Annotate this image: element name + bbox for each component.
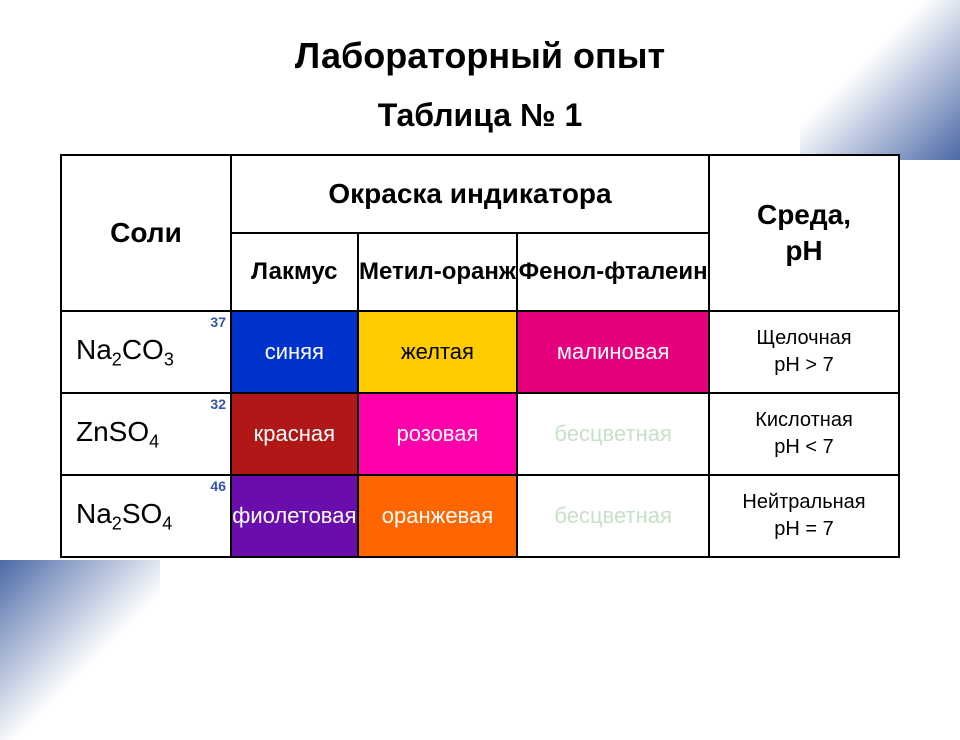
salt-badge: 37: [210, 314, 226, 330]
decorative-corner-bottom-left: [0, 560, 160, 740]
header-environment: Среда,pH: [709, 155, 899, 311]
methyl-cell: желтая: [358, 311, 518, 393]
slide-content: Лабораторный опыт Таблица № 1 Соли Окрас…: [0, 0, 960, 558]
methyl-cell: розовая: [358, 393, 518, 475]
header-methyl: Метил-оранж: [358, 233, 518, 311]
phenol-cell: бесцветная: [517, 475, 709, 557]
phenol-cell: малиновая: [517, 311, 709, 393]
table-row: Na2CO337синяяжелтаямалиноваяЩелочнаяpH >…: [61, 311, 899, 393]
salt-badge: 46: [210, 478, 226, 494]
header-indicator: Окраска индикатора: [231, 155, 709, 233]
table-caption: Таблица № 1: [60, 97, 900, 134]
header-salts: Соли: [61, 155, 231, 311]
salt-badge: 32: [210, 396, 226, 412]
table-row: ZnSO432краснаярозоваябесцветнаяКислотная…: [61, 393, 899, 475]
salt-formula: Na2SO446: [61, 475, 231, 557]
environment-cell: КислотнаяpH < 7: [709, 393, 899, 475]
methyl-cell: оранжевая: [358, 475, 518, 557]
page-title: Лабораторный опыт: [60, 35, 900, 77]
header-litmus: Лакмус: [231, 233, 358, 311]
phenol-cell: бесцветная: [517, 393, 709, 475]
table-row: Na2SO446фиолетоваяоранжеваябесцветнаяНей…: [61, 475, 899, 557]
salt-formula: Na2CO337: [61, 311, 231, 393]
salt-formula: ZnSO432: [61, 393, 231, 475]
litmus-cell: красная: [231, 393, 358, 475]
environment-cell: НейтральнаяpH = 7: [709, 475, 899, 557]
header-phenol: Фенол-фталеин: [517, 233, 709, 311]
litmus-cell: синяя: [231, 311, 358, 393]
environment-cell: ЩелочнаяpH > 7: [709, 311, 899, 393]
indicator-table: Соли Окраска индикатора Среда,pH Лакмус …: [60, 154, 900, 558]
table-body: Na2CO337синяяжелтаямалиноваяЩелочнаяpH >…: [61, 311, 899, 557]
litmus-cell: фиолетовая: [231, 475, 358, 557]
